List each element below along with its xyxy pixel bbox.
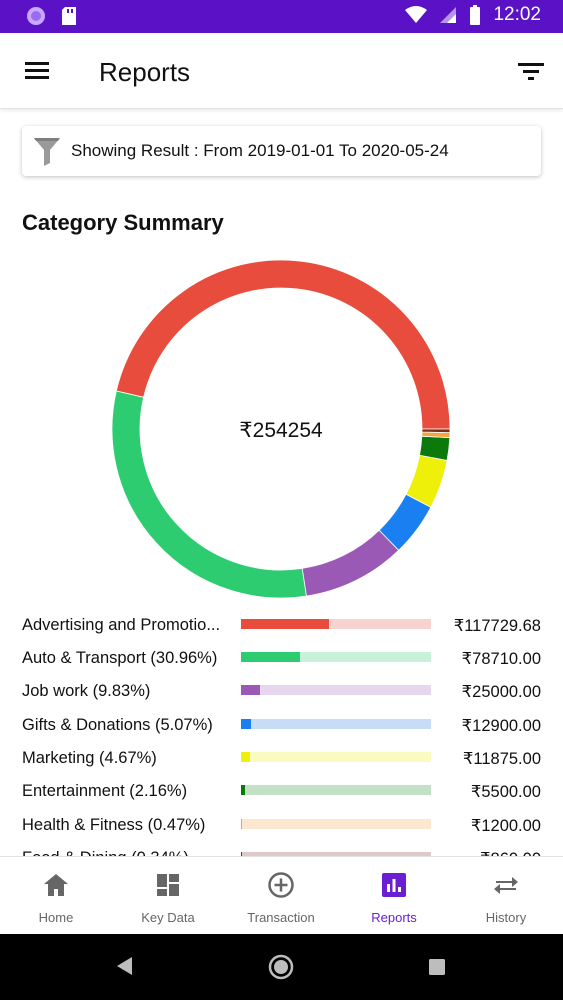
category-progress-fill: [241, 785, 246, 795]
category-amount: ₹117729.68: [453, 617, 541, 635]
category-label: Marketing (4.67%): [22, 749, 157, 767]
category-label: Food & Dining (0.34%): [22, 849, 234, 856]
reports-icon: [382, 873, 406, 897]
nav-reports[interactable]: Reports: [338, 857, 450, 935]
category-label: Advertising and Promotio...: [22, 616, 221, 634]
category-progress-fill: [241, 752, 250, 762]
nav-label: Reports: [371, 910, 417, 925]
category-progress-fill: [241, 819, 242, 829]
category-progress-fill: [241, 619, 329, 629]
back-icon[interactable]: [114, 955, 136, 977]
app-notification-icon: [27, 7, 45, 25]
category-label: Auto & Transport (30.96%): [22, 649, 218, 667]
category-row[interactable]: Auto & Transport (30.96%) ₹78710.00: [22, 645, 547, 678]
category-amount: ₹860.00: [480, 849, 541, 856]
status-time: 12:02: [493, 4, 541, 25]
bottom-navigation: Home Key Data Transaction Reports: [0, 856, 563, 934]
category-progress-fill: [241, 685, 260, 695]
category-progress-fill: [241, 652, 300, 662]
category-progress-fill: [241, 852, 242, 856]
category-row[interactable]: Gifts & Donations (5.07%) ₹12900.00: [22, 712, 547, 745]
category-label: Gifts & Donations (5.07%): [22, 716, 213, 734]
section-title: Category Summary: [22, 210, 224, 235]
category-label: Health & Fitness (0.47%): [22, 816, 206, 834]
category-row[interactable]: Marketing (4.67%) ₹11875.00: [22, 745, 547, 778]
category-progress-track: [241, 652, 431, 662]
nav-label: Home: [38, 910, 74, 925]
category-progress-track: [241, 619, 431, 629]
donut-total-label: ₹254254: [239, 419, 323, 442]
donut-slice[interactable]: [115, 259, 451, 430]
system-navigation-bar: [0, 934, 563, 1000]
category-donut-chart[interactable]: [98, 246, 464, 612]
category-progress-track: [241, 719, 431, 729]
donut-slice[interactable]: [301, 529, 400, 597]
filter-result-text: Showing Result : From 2019-01-01 To 2020…: [71, 141, 449, 160]
nav-history[interactable]: History: [450, 857, 562, 935]
signal-icon: [440, 7, 457, 23]
recents-icon[interactable]: [428, 958, 446, 976]
nav-label: Key Data: [141, 910, 195, 925]
category-progress-track: [241, 752, 431, 762]
wifi-icon: [405, 6, 428, 23]
category-label: Entertainment (2.16%): [22, 782, 188, 800]
category-list: Advertising and Promotio... ₹117729.68 Aut…: [22, 612, 547, 856]
category-row[interactable]: Job work (9.83%) ₹25000.00: [22, 678, 547, 711]
category-label: Job work (9.83%): [22, 682, 151, 700]
status-bar: 12:02: [0, 0, 563, 33]
menu-icon[interactable]: [20, 55, 56, 87]
category-progress-track: [241, 819, 431, 829]
home-circle-icon[interactable]: [268, 954, 294, 980]
category-progress-fill: [241, 719, 251, 729]
category-row[interactable]: Health & Fitness (0.47%) ₹1200.00: [22, 812, 547, 845]
category-progress-track: [241, 785, 431, 795]
sd-card-icon: [62, 7, 76, 25]
page-title: Reports: [99, 57, 191, 87]
dashboard-icon: [157, 874, 179, 896]
filter-result-card[interactable]: Showing Result : From 2019-01-01 To 2020…: [22, 126, 541, 176]
battery-icon: [470, 5, 481, 25]
nav-label: Transaction: [247, 910, 315, 925]
category-amount: ₹12900.00: [461, 717, 541, 735]
category-progress-track: [241, 852, 431, 856]
app-bar: Reports: [0, 33, 563, 109]
category-amount: ₹1200.00: [470, 817, 541, 835]
nav-label: History: [485, 910, 527, 925]
nav-key-data[interactable]: Key Data: [112, 857, 224, 935]
home-icon: [44, 874, 68, 896]
nav-transaction[interactable]: Transaction: [225, 857, 337, 935]
category-amount: ₹5500.00: [470, 783, 541, 801]
swap-arrows-icon: [494, 877, 518, 894]
nav-home[interactable]: Home: [0, 857, 112, 935]
category-row[interactable]: Advertising and Promotio... ₹117729.68: [22, 612, 547, 645]
category-row[interactable]: Food & Dining (0.34%) ₹860.00: [22, 845, 547, 856]
category-amount: ₹78710.00: [461, 650, 541, 668]
funnel-icon: [34, 138, 60, 166]
category-amount: ₹25000.00: [461, 683, 541, 701]
category-row[interactable]: Entertainment (2.16%) ₹5500.00: [22, 778, 547, 811]
filter-list-icon[interactable]: [515, 55, 547, 87]
category-progress-track: [241, 685, 431, 695]
category-amount: ₹11875.00: [462, 750, 541, 768]
add-circle-icon: [268, 872, 294, 898]
donut-slice[interactable]: [421, 428, 451, 434]
